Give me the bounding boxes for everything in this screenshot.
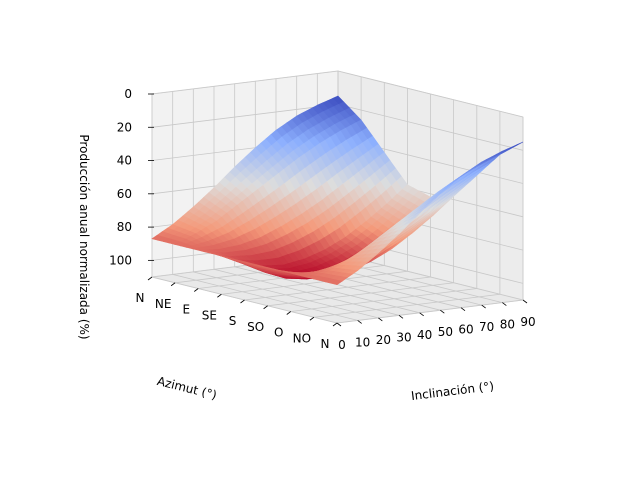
x-tick-label: 70 [479, 320, 494, 334]
y-tick [240, 299, 245, 304]
z-tick-label: 0 [124, 87, 132, 101]
z-tick-label: 60 [117, 187, 132, 201]
x-tick [522, 299, 528, 304]
y-tick [286, 311, 291, 315]
x-tick [440, 309, 445, 314]
y-tick [309, 316, 315, 321]
y-tick-label: E [182, 303, 190, 317]
z-axis-label: Producción anual normalizada (%) [77, 134, 91, 339]
y-grid-line [267, 99, 455, 307]
x-tick-label: 30 [396, 330, 411, 344]
x-tick [481, 304, 486, 309]
y-tick [194, 288, 199, 292]
y-axis-label: Azimut (°) [156, 374, 219, 402]
axes-labels: Inclinación (°) Azimut (°) Producción anua… [77, 134, 495, 403]
y-tick-label: S [229, 314, 237, 328]
x-tick [378, 317, 383, 322]
x-tick [460, 307, 466, 311]
y-tick [263, 305, 268, 310]
x-tick [336, 322, 342, 327]
y-tick-label: O [274, 326, 283, 340]
y-grid-line [313, 111, 501, 318]
y-tick-label: NO [293, 331, 311, 345]
y-tick-label: N [321, 337, 330, 351]
y-tick [170, 282, 176, 287]
x-tick [398, 315, 404, 319]
surface-mesh [151, 95, 524, 286]
x-tick-label: 40 [417, 328, 432, 342]
x-tick-label: 10 [355, 335, 370, 349]
z-tick-label: 20 [117, 120, 132, 134]
x-tick-label: 60 [458, 323, 473, 337]
x-tick-label: 50 [438, 325, 453, 339]
surface-patch [330, 279, 343, 286]
y-tick [332, 322, 338, 327]
y-grid-line [221, 88, 408, 295]
y-grid-line [244, 94, 431, 301]
y-tick-label: NE [155, 297, 172, 311]
y-tick-label: SO [247, 320, 264, 334]
z-tick-label: 80 [117, 220, 132, 234]
y-tick-label: SE [202, 308, 217, 322]
x-tick-label: 80 [500, 318, 515, 332]
x-tick-label: 0 [338, 338, 346, 352]
y-tick [217, 293, 222, 298]
y-tick [147, 276, 153, 281]
y-grid-line [198, 82, 385, 289]
x-tick-label: 90 [520, 315, 535, 329]
x-tick [357, 320, 362, 324]
z-tick-label: 100 [109, 253, 132, 267]
x-axis-label: Inclinación (°) [410, 379, 495, 403]
x-tick [419, 312, 424, 317]
axes-ticks: 0 20 40 60 80 100 0 10 20 30 40 50 60 70 80 90 N NE E SE S SO… [109, 87, 536, 352]
z-tick-label: 40 [117, 154, 132, 168]
y-tick-label: N [136, 291, 145, 305]
x-tick [502, 302, 507, 306]
x-tick-label: 20 [376, 333, 391, 347]
